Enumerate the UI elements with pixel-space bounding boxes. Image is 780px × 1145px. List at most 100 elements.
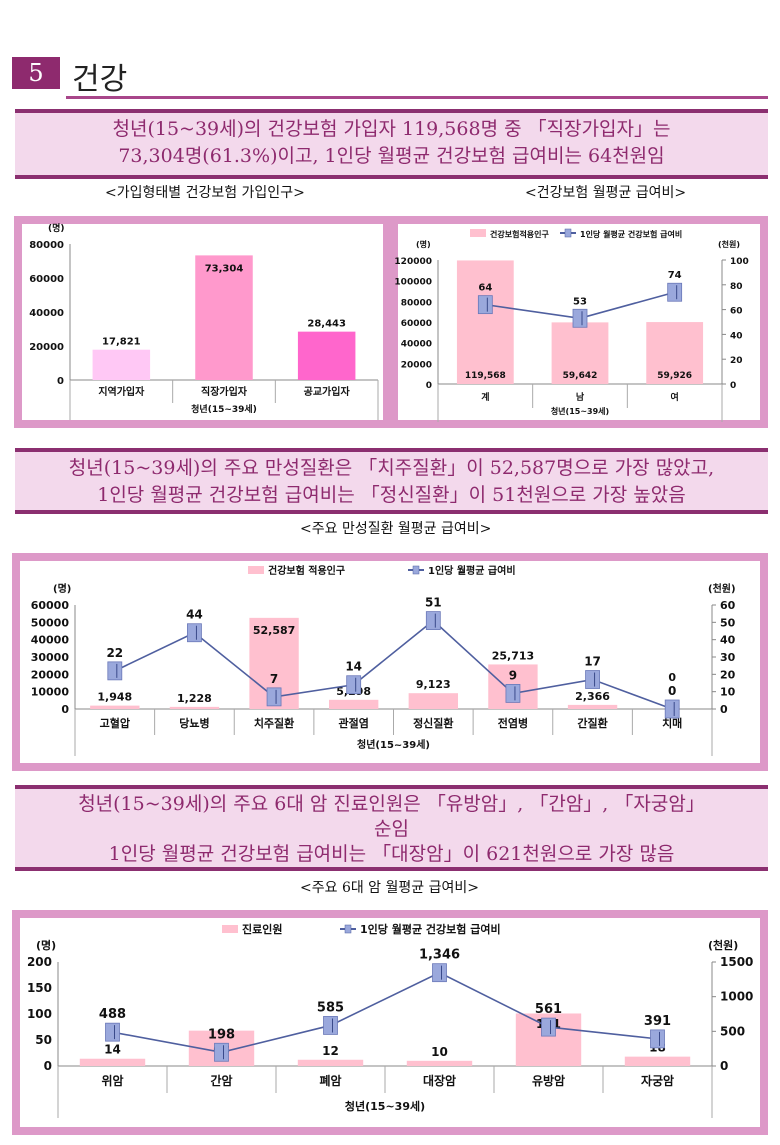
summary-line: 73,304명(61.3%)이고, 1인당 월평균 건강보험 급여비는 64천원… [118,145,665,167]
legend-swatch-bar [222,925,238,933]
category-label: 유방암 [532,1073,565,1088]
line-value-label: 198 [208,1027,235,1042]
line-value-label: 391 [644,1014,671,1029]
y2-tick-label: 0 [720,703,728,716]
data-marker-icon [572,308,588,328]
x-axis-label: 청년(15~39세) [345,1099,425,1113]
summary-line: 1인당 월평균 건강보험 급여비는 「대장암」이 621천원으로 가장 많음 [108,843,675,865]
summary-line: 청년(15~39세)의 주요 만성질환은 「치주질환」이 52,587명으로 가… [68,457,715,479]
data-marker-icon [664,699,680,719]
line-value-label: 22 [106,646,123,660]
y2-axis-unit: (천원) [708,938,738,952]
category-label: 관절염 [339,716,369,730]
y-tick-label: 0 [44,1059,52,1073]
y2-tick-label: 80 [730,282,743,292]
bar [624,1056,691,1066]
summary-line: 1인당 월평균 건강보험 급여비는 「정신질환」이 51천원으로 가장 높았음 [97,484,686,506]
line-value-label: 1,346 [419,948,460,963]
bar-value-label: 12 [322,1044,339,1058]
bar-value-label: 119,568 [465,371,506,381]
bar-value-label: 52,587 [253,624,295,637]
data-marker-icon [214,1042,229,1062]
chart-caption-chronic: <주요 만성질환 월평균 급여비> [300,521,492,537]
data-marker-icon [667,282,683,302]
y-tick-label: 40000 [29,308,64,319]
x-axis-label: 청년(15~39세) [191,403,257,415]
y-tick-label: 0 [426,381,432,391]
summary-line: 청년(15~39세)의 건강보험 가입자 119,568명 중 「직장가입자」는 [112,118,671,140]
data-marker-icon [187,623,202,643]
y-tick-label: 150 [27,981,52,995]
y2-tick-label: 60 [730,307,743,317]
line-value-label: 488 [99,1007,126,1022]
bar-value-label: 2,366 [575,690,610,703]
bar [169,706,220,709]
y2-tick-label: 1500 [720,955,753,969]
summary-box-insurance: 청년(15~39세)의 건강보험 가입자 119,568명 중 「직장가입자」는… [15,109,768,179]
chart-frame-cancer [12,910,768,1135]
section-divider [66,96,768,99]
y-tick-label: 80000 [29,240,64,251]
bar [329,699,379,709]
category-label: 공교가입자 [304,385,351,398]
bar [646,322,704,384]
summary-box-cancer: 청년(15~39세)의 주요 6대 암 진료인원은 「유방암」, 「간암」, 「… [15,785,768,871]
y-tick-label: 40000 [401,340,432,350]
bar [456,260,514,384]
bar-value-label: 14 [104,1043,121,1057]
category-label: 폐암 [319,1073,341,1088]
bar-value-label: 73,304 [205,263,244,274]
line-value-label: 51 [425,596,442,610]
y-tick-label: 20000 [401,360,432,370]
legend-swatch-bar [248,566,264,574]
category-label: 지역가입자 [98,385,145,398]
line-value-label: 9 [509,668,517,682]
data-marker-icon [505,684,521,703]
line-series [112,971,658,1054]
y-tick-label: 50 [35,1033,52,1047]
y2-tick-label: 1000 [720,990,753,1004]
category-label: 간암 [210,1073,232,1088]
bar [567,704,618,709]
y-tick-label: 40000 [31,634,70,647]
y-tick-label: 30000 [31,651,70,664]
summary-line: 청년(15~39세)의 주요 6대 암 진료인원은 「유방암」, 「간암」, 「… [78,793,705,815]
summary-line: 순임 [374,818,409,840]
y2-tick-label: 500 [720,1024,745,1038]
y2-tick-label: 0 [720,1059,728,1073]
y2-tick-label: 60 [720,599,736,612]
bar [408,693,458,709]
y2-axis-unit: (천원) [708,582,736,595]
data-marker-icon [477,295,493,315]
y-axis-unit: (명) [36,938,56,952]
category-label: 치매 [662,716,682,730]
y2-tick-label: 0 [730,381,736,391]
data-marker-icon [346,675,362,695]
y2-tick-label: 40 [730,331,743,341]
bar [92,349,151,380]
data-marker-icon [585,670,600,689]
y2-tick-label: 10 [720,686,736,699]
legend-label: 건강보험 적용인구 [268,564,345,577]
y-tick-label: 0 [57,376,64,387]
bar-value-label: 59,642 [563,371,598,381]
y-tick-label: 120000 [394,257,432,267]
line-value-label: 74 [668,270,682,281]
category-label: 직장가입자 [201,385,248,398]
x-axis-label: 청년(15~39세) [551,406,609,416]
bar-value-label: 17,821 [102,337,141,348]
legend-label: 진료인원 [242,922,282,936]
y-tick-label: 0 [61,703,69,716]
bar [406,1060,473,1066]
legend-label: 1인당 월평균 급여비 [428,564,516,577]
line-series [114,619,673,710]
y-tick-label: 10000 [31,686,70,699]
line-value-label: 17 [584,655,601,669]
legend-label: 1인당 월평균 건강보험 급여비 [580,229,682,239]
y2-tick-label: 40 [720,634,736,647]
category-label: 계 [481,391,489,403]
line-value-label: 64 [478,283,492,294]
y-tick-label: 100 [27,1007,52,1021]
legend-label: 건강보험적용인구 [490,229,550,239]
